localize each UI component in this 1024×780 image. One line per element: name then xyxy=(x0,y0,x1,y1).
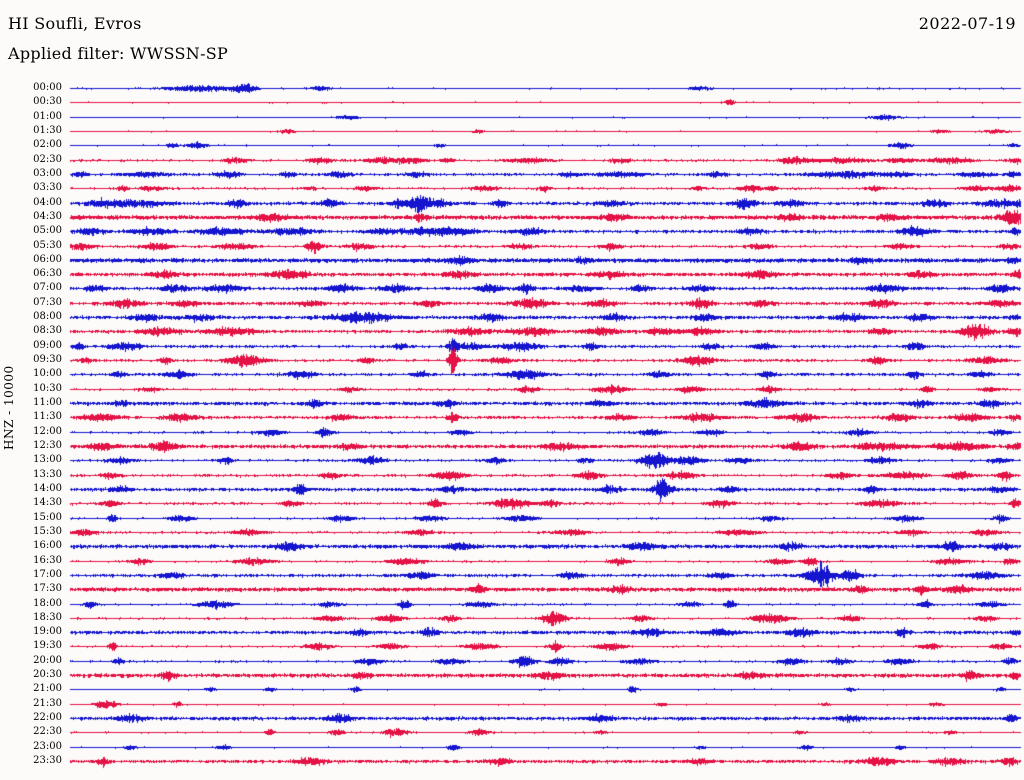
time-label: 23:00 xyxy=(33,741,62,752)
time-label: 11:00 xyxy=(33,397,62,408)
station-title: HI Soufli, Evros xyxy=(8,14,142,33)
time-label: 18:00 xyxy=(33,598,62,609)
time-label: 15:00 xyxy=(33,512,62,523)
time-label: 16:00 xyxy=(33,540,62,551)
time-label: 07:00 xyxy=(33,282,62,293)
time-label: 00:00 xyxy=(33,82,62,93)
time-label: 14:00 xyxy=(33,483,62,494)
time-label: 12:00 xyxy=(33,426,62,437)
time-label: 01:00 xyxy=(33,111,62,122)
time-label: 13:30 xyxy=(33,469,62,480)
time-label: 14:30 xyxy=(33,497,62,508)
time-label: 13:00 xyxy=(33,454,62,465)
time-label: 04:00 xyxy=(33,197,62,208)
time-label: 17:30 xyxy=(33,583,62,594)
time-label: 02:00 xyxy=(33,139,62,150)
time-label: 21:30 xyxy=(33,698,62,709)
time-label: 09:30 xyxy=(33,354,62,365)
time-label: 22:00 xyxy=(33,712,62,723)
time-label: 09:00 xyxy=(33,340,62,351)
time-label: 03:30 xyxy=(33,182,62,193)
time-label: 10:00 xyxy=(33,368,62,379)
time-label: 16:30 xyxy=(33,555,62,566)
time-label: 12:30 xyxy=(33,440,62,451)
time-label: 22:30 xyxy=(33,726,62,737)
time-label: 06:30 xyxy=(33,268,62,279)
time-label: 20:30 xyxy=(33,669,62,680)
time-label: 10:30 xyxy=(33,383,62,394)
time-label: 00:30 xyxy=(33,96,62,107)
time-label: 05:30 xyxy=(33,240,62,251)
time-label: 18:30 xyxy=(33,612,62,623)
time-label: 23:30 xyxy=(33,755,62,766)
time-label: 21:00 xyxy=(33,683,62,694)
time-label: 07:30 xyxy=(33,297,62,308)
time-label: 11:30 xyxy=(33,411,62,422)
filter-label: Applied filter: WWSSN-SP xyxy=(8,44,229,63)
time-label: 03:00 xyxy=(33,168,62,179)
time-label: 06:00 xyxy=(33,254,62,265)
time-label: 08:30 xyxy=(33,325,62,336)
time-label: 02:30 xyxy=(33,154,62,165)
time-label: 20:00 xyxy=(33,655,62,666)
time-label: 17:00 xyxy=(33,569,62,580)
time-label: 01:30 xyxy=(33,125,62,136)
time-label: 04:30 xyxy=(33,211,62,222)
time-label: 19:30 xyxy=(33,640,62,651)
time-label: 08:00 xyxy=(33,311,62,322)
date-label: 2022-07-19 xyxy=(918,14,1016,33)
time-label: 15:30 xyxy=(33,526,62,537)
time-label: 19:00 xyxy=(33,626,62,637)
time-label: 05:00 xyxy=(33,225,62,236)
